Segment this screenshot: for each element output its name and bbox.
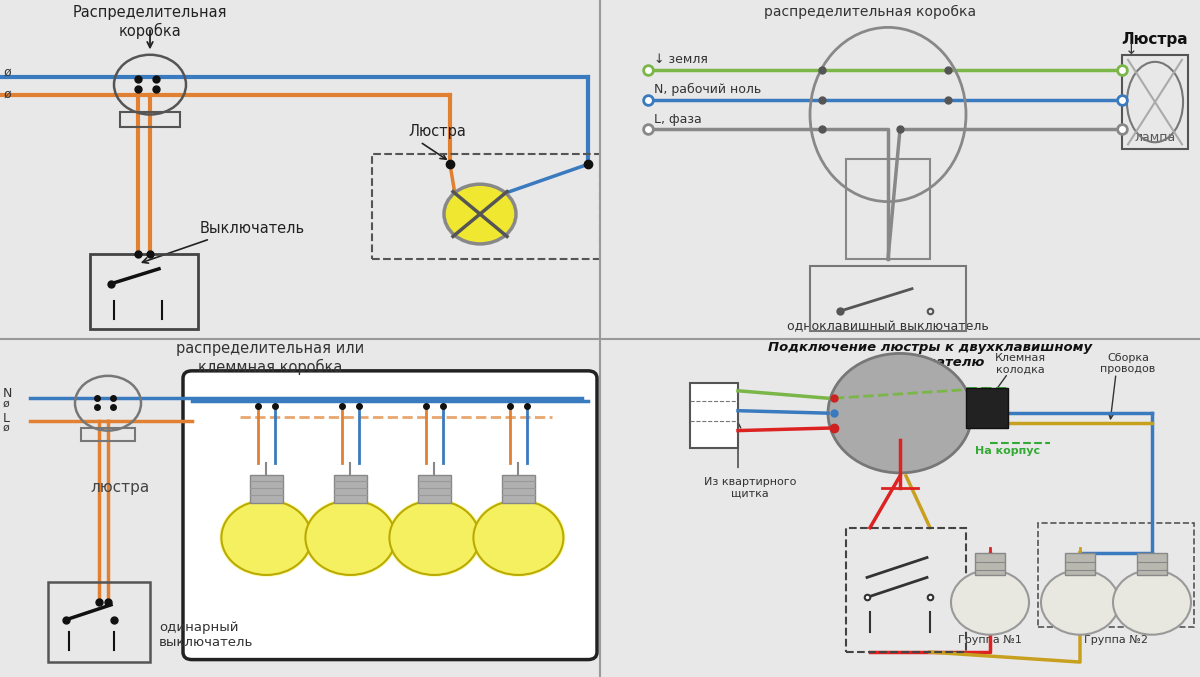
Bar — [1138, 552, 1166, 575]
Bar — [966, 389, 1008, 428]
Text: Из квартирного
щитка: Из квартирного щитка — [704, 477, 796, 499]
Circle shape — [1114, 570, 1190, 635]
Text: одноклавишный выключатель: одноклавишный выключатель — [787, 320, 989, 334]
Text: Сборка
проводов: Сборка проводов — [1100, 353, 1156, 374]
Circle shape — [220, 498, 313, 577]
Circle shape — [828, 353, 972, 473]
Bar — [1066, 552, 1096, 575]
Circle shape — [388, 498, 481, 577]
Text: N, рабочий ноль: N, рабочий ноль — [654, 83, 761, 96]
Bar — [810, 266, 966, 331]
Bar — [690, 383, 738, 448]
Bar — [120, 112, 180, 127]
Text: На корпус: На корпус — [976, 445, 1040, 456]
Circle shape — [305, 500, 396, 575]
Circle shape — [1042, 570, 1120, 635]
Text: распределительная или
клеммная коробка: распределительная или клеммная коробка — [176, 341, 364, 375]
Text: Люстра: Люстра — [408, 125, 466, 139]
Bar — [418, 475, 451, 503]
Bar — [846, 159, 930, 259]
Circle shape — [952, 570, 1030, 635]
Circle shape — [474, 500, 564, 575]
Bar — [846, 527, 966, 652]
Text: ø: ø — [2, 66, 11, 79]
Text: PE: PE — [694, 386, 709, 396]
Bar — [974, 552, 1006, 575]
Text: лампа: лампа — [1134, 131, 1176, 144]
Text: люстра: люстра — [90, 481, 150, 496]
Text: ↓ земля: ↓ земля — [654, 53, 708, 66]
Text: ø: ø — [2, 398, 10, 408]
FancyBboxPatch shape — [184, 371, 598, 659]
Text: N: N — [2, 387, 12, 399]
Text: L: L — [2, 412, 10, 424]
Circle shape — [304, 498, 397, 577]
Text: N: N — [694, 406, 702, 416]
Bar — [334, 475, 367, 503]
Text: L, фаза: L, фаза — [654, 113, 702, 126]
Bar — [1122, 55, 1188, 150]
Text: L: L — [694, 424, 701, 437]
Text: Группа №2: Группа №2 — [1084, 635, 1148, 645]
Bar — [372, 154, 600, 259]
Bar — [1038, 523, 1194, 627]
Text: ø: ø — [2, 423, 10, 433]
Bar — [48, 582, 150, 662]
Text: Распределительная
коробка: Распределительная коробка — [73, 5, 227, 39]
Circle shape — [389, 500, 480, 575]
Text: ø: ø — [2, 88, 11, 101]
Text: Клемная
колодка: Клемная колодка — [995, 353, 1045, 374]
Bar — [502, 475, 535, 503]
Circle shape — [472, 498, 565, 577]
Circle shape — [221, 500, 312, 575]
Text: Подключение люстры к двухклавишному
выключателю: Подключение люстры к двухклавишному выкл… — [768, 341, 1092, 369]
Text: Люстра: Люстра — [1122, 32, 1188, 47]
Text: одинарный
выключатель: одинарный выключатель — [158, 621, 253, 649]
Circle shape — [444, 184, 516, 244]
Text: Выключатель: Выключатель — [199, 221, 305, 236]
Bar — [250, 475, 283, 503]
Text: распределительная коробка: распределительная коробка — [764, 5, 976, 19]
Bar — [82, 428, 134, 441]
Bar — [90, 254, 198, 328]
Text: ↓: ↓ — [1124, 42, 1138, 58]
Text: Группа №1: Группа №1 — [958, 635, 1022, 645]
